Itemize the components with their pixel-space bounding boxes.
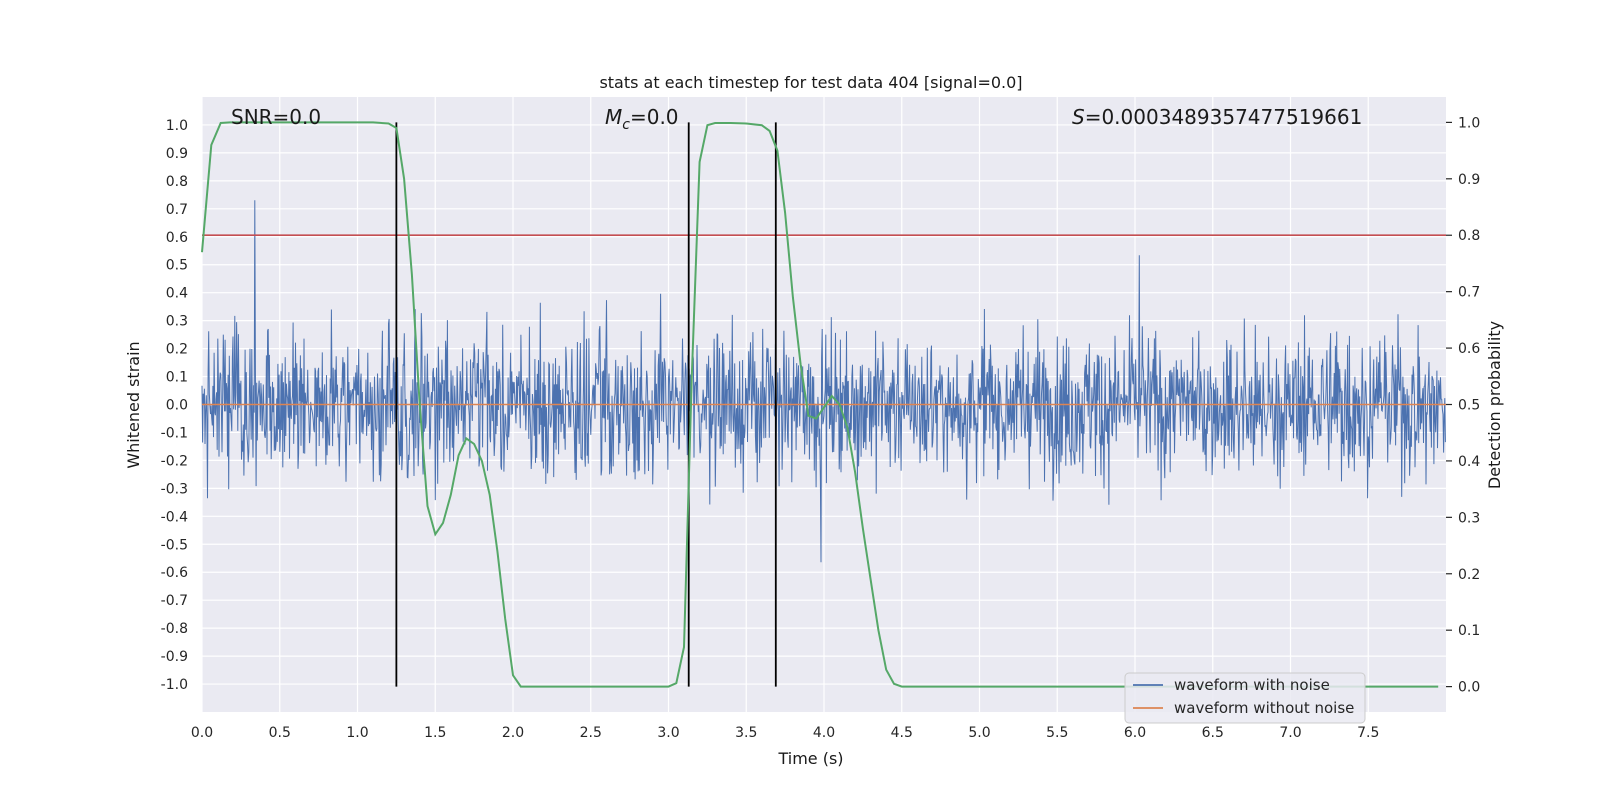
s-value: =0.0003489357477519661 (1085, 105, 1363, 129)
y-tick-label: -0.5 (161, 537, 188, 553)
y2-tick-label: 0.1 (1458, 623, 1480, 639)
y2-tick-label: 0.6 (1458, 341, 1480, 357)
y-tick-label: 1.0 (166, 118, 188, 134)
x-tick-label: 4.5 (891, 725, 913, 741)
y-tick-label: -0.8 (161, 621, 188, 637)
x-tick-label: 5.0 (968, 725, 990, 741)
y-axis-label: Whitened strain (124, 341, 143, 468)
y-tick-label: 0.2 (166, 342, 188, 358)
overlay (201, 121, 1446, 688)
x-tick-label: 7.5 (1357, 725, 1379, 741)
x-tick-label: 5.5 (1046, 725, 1068, 741)
x-tick-label: 3.0 (657, 725, 679, 741)
legend-label-noise: waveform with noise (1174, 676, 1330, 694)
legend-box (1124, 672, 1366, 724)
snr-annotation: SNR=0.0 (231, 105, 321, 129)
y-tick-label: -1.0 (161, 677, 188, 693)
x-tick-label: 6.0 (1124, 725, 1146, 741)
y-tick-label: 0.7 (166, 202, 188, 218)
y-tick-label: 0.6 (166, 230, 188, 246)
y-tick-label: -0.2 (161, 453, 188, 469)
y-tick-label: -0.9 (161, 649, 188, 665)
y-tick-label: -0.4 (161, 509, 188, 525)
y2-tick-label: 0.0 (1458, 680, 1480, 696)
right-axis: 0.0 0.1 0.2 0.3 0.4 0.5 0.6 0.7 0.8 0.9 1.0 (1446, 115, 1480, 696)
y2-axis-label: Detection probability (1485, 321, 1504, 489)
y2-tick-label: 0.3 (1458, 510, 1480, 526)
x-axis-label: Time (s) (777, 749, 843, 768)
y2-tick-label: 0.7 (1458, 285, 1480, 301)
chirp-mass-value: =0.0 (630, 105, 679, 129)
waveform-with-noise-line (201, 200, 1446, 563)
y-tick-label: 0.5 (166, 258, 188, 274)
legend: waveform with noise waveform without noi… (1124, 672, 1366, 724)
x-tick-label: 4.0 (813, 725, 835, 741)
y-tick-label: -0.6 (161, 565, 188, 581)
chart-title: stats at each timestep for test data 404… (599, 73, 1022, 92)
y2-tick-label: 0.8 (1458, 228, 1480, 244)
y-tick-label: 0.4 (166, 286, 188, 302)
y-tick-label: 0.9 (166, 146, 188, 162)
y-tick-label: 0.1 (166, 370, 188, 386)
x-tick-label: 6.5 (1202, 725, 1224, 741)
x-tick-label: 7.0 (1279, 725, 1301, 741)
chirp-mass-subscript: c (622, 117, 630, 133)
x-tick-label: 0.0 (191, 725, 213, 741)
y-tick-label: -0.7 (161, 593, 188, 609)
y-tick-label: 0.0 (166, 398, 188, 414)
s-symbol: S (1072, 105, 1085, 129)
left-axis: -1.0 -0.9 -0.8 -0.7 -0.6 -0.5 -0.4 -0.3 -0.2 -0.1… (161, 118, 188, 693)
y2-tick-label: 0.4 (1458, 454, 1480, 470)
x-axis: 0.0 0.5 1.0 1.5 2.0 2.5 3.0 3.5 4.0 4.5 5.0 5.5 6.0 6… (191, 725, 1380, 741)
x-tick-label: 2.5 (580, 725, 602, 741)
detection-probability-line (201, 121, 1439, 688)
x-tick-label: 1.5 (424, 725, 446, 741)
y2-tick-label: 0.2 (1458, 567, 1480, 583)
chirp-mass-annotation: Mc=0.0 (605, 105, 679, 133)
chirp-mass-symbol: M (605, 105, 622, 129)
x-tick-label: 3.5 (735, 725, 757, 741)
x-tick-label: 2.0 (502, 725, 524, 741)
y-tick-label: -0.3 (161, 481, 188, 497)
waveform-with-noise-series (201, 200, 1446, 563)
s-annotation: S=0.0003489357477519661 (1072, 105, 1362, 129)
y2-tick-label: 0.9 (1458, 172, 1480, 188)
y2-tick-label: 0.5 (1458, 398, 1480, 414)
y-tick-label: 0.8 (166, 174, 188, 190)
x-tick-label: 1.0 (346, 725, 368, 741)
y-tick-label: -0.1 (161, 425, 188, 441)
y-tick-label: 0.3 (166, 314, 188, 330)
legend-label-clean: waveform without noise (1174, 699, 1354, 717)
x-tick-label: 0.5 (269, 725, 291, 741)
y2-tick-label: 1.0 (1458, 115, 1480, 131)
